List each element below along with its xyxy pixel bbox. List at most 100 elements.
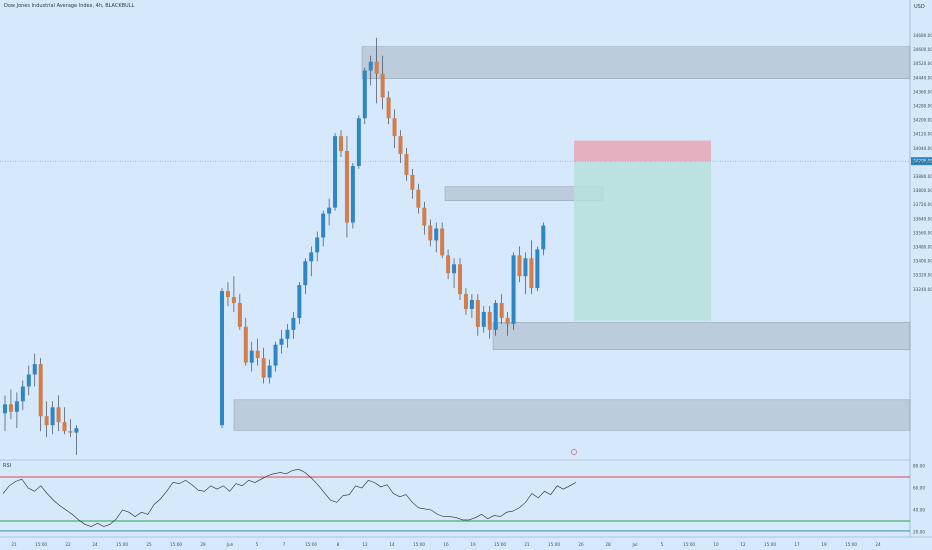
y-tick-label: 34520.00: [913, 61, 932, 66]
candle-body: [511, 255, 516, 324]
y-tick-label: 34440.00: [913, 75, 932, 80]
candle-body: [392, 118, 397, 137]
candle-body: [368, 61, 373, 71]
candle-body: [285, 329, 290, 339]
x-tick-label: 16: [443, 542, 449, 547]
x-tick-label: 8: [337, 542, 340, 547]
x-tick-label: 15:00: [413, 542, 425, 547]
y-tick-label: 34680.00: [913, 33, 932, 38]
candle-body: [463, 294, 468, 309]
candle-body: [327, 207, 332, 214]
x-tick-label: 19: [470, 542, 476, 547]
candle-body: [333, 136, 338, 208]
candle-body: [62, 422, 67, 432]
candle-body: [499, 303, 504, 318]
x-tick-label: 25: [146, 542, 152, 547]
x-tick-label: 15:00: [845, 542, 857, 547]
bottom-support-zone: [233, 399, 911, 431]
candle-body: [541, 225, 546, 250]
x-tick-label: 17: [794, 542, 800, 547]
candle-body: [410, 174, 415, 190]
candle-body: [529, 258, 534, 289]
candle-body: [50, 407, 55, 426]
price-badge-text: 34206.08: [913, 159, 932, 164]
event-marker-icon: [571, 449, 577, 455]
y-tick-label: 33400.00: [913, 259, 932, 264]
candle-body: [374, 61, 379, 74]
price-badge: [911, 157, 932, 166]
x-tick-label: 5: [256, 542, 259, 547]
candle-body: [38, 364, 43, 417]
candle-body: [416, 189, 421, 208]
y-tick-label: 34200.00: [913, 118, 932, 123]
candle-body: [517, 255, 522, 277]
candle-body: [26, 374, 31, 387]
x-tick-label: 15:00: [764, 542, 776, 547]
rsi-tick-label: 60.00: [913, 486, 925, 491]
candle-body: [321, 213, 326, 238]
x-tick-label: Jun: [226, 542, 234, 547]
y-tick-label: 33880.00: [913, 174, 932, 179]
candle-body: [446, 255, 451, 274]
x-tick-label: 24: [92, 542, 98, 547]
lower-demand-zone: [492, 322, 911, 351]
candle-body: [3, 404, 7, 414]
y-tick-label: 34360.00: [913, 89, 932, 94]
candle-body: [458, 264, 462, 295]
event-marker: [571, 449, 577, 455]
candle-body: [386, 97, 391, 119]
x-tick-label: 5: [661, 542, 664, 547]
y-tick-label: 33960.00: [913, 160, 932, 165]
candle-body: [339, 136, 343, 152]
rsi-tick-label: 40.00: [913, 508, 925, 513]
y-tick-label: 33240.00: [913, 287, 932, 292]
x-tick-label: 19: [821, 542, 827, 547]
candle-body: [505, 317, 510, 324]
candle-body: [267, 365, 272, 378]
x-tick-label: 15:00: [170, 542, 182, 547]
candle-body: [356, 118, 361, 166]
y-tick-label: 34280.00: [913, 104, 932, 109]
candle-body: [255, 350, 260, 359]
x-tick-label: 15:00: [548, 542, 560, 547]
candle-body: [220, 291, 224, 426]
candle-body: [68, 431, 73, 433]
chart-title: Dow Jones Industrial Average Index, 4h, …: [4, 3, 135, 9]
y-tick-label: 33800.00: [913, 188, 932, 193]
y-tick-label: 34120.00: [913, 132, 932, 137]
candle-body: [398, 136, 403, 155]
candle-body: [487, 311, 492, 330]
candle-body: [44, 416, 49, 426]
candle-body: [404, 154, 409, 175]
candle-body: [32, 364, 37, 375]
rsi-axis-labels: 80.00 60.00 40.00 20.00: [913, 464, 925, 535]
x-tick-label: 21: [524, 542, 530, 547]
candle-body: [249, 350, 254, 363]
candle-body: [535, 249, 540, 289]
candle-body: [303, 261, 308, 286]
candle-body: [475, 300, 480, 327]
candle-body: [434, 228, 439, 241]
candles-layer: [3, 37, 546, 455]
y-tick-label: 33720.00: [913, 202, 932, 207]
x-tick-label: 29: [200, 542, 206, 547]
candle-body: [261, 358, 266, 378]
x-tick-label: 28: [605, 542, 611, 547]
candle-body: [350, 165, 355, 223]
x-tick-label: 7: [283, 542, 286, 547]
candle-body: [56, 407, 61, 423]
candle-body: [20, 386, 25, 402]
upper-supply-zone: [361, 46, 911, 79]
candle-body: [315, 237, 320, 253]
rsi-label: RSI: [3, 463, 12, 469]
x-tick-label: 14: [389, 542, 395, 547]
y-tick-label: 33320.00: [913, 273, 932, 278]
x-axis-labels: 21 15:00 22 24 15:00 25 15:00 29 Jun 5 7 15:00 8 12 14…: [11, 542, 881, 547]
candle-body: [243, 326, 248, 363]
candle-body: [297, 285, 302, 318]
rsi-tick-label: 80.00: [913, 464, 925, 469]
candle-body: [422, 207, 427, 226]
y-tick-label: 34040.00: [913, 146, 932, 151]
